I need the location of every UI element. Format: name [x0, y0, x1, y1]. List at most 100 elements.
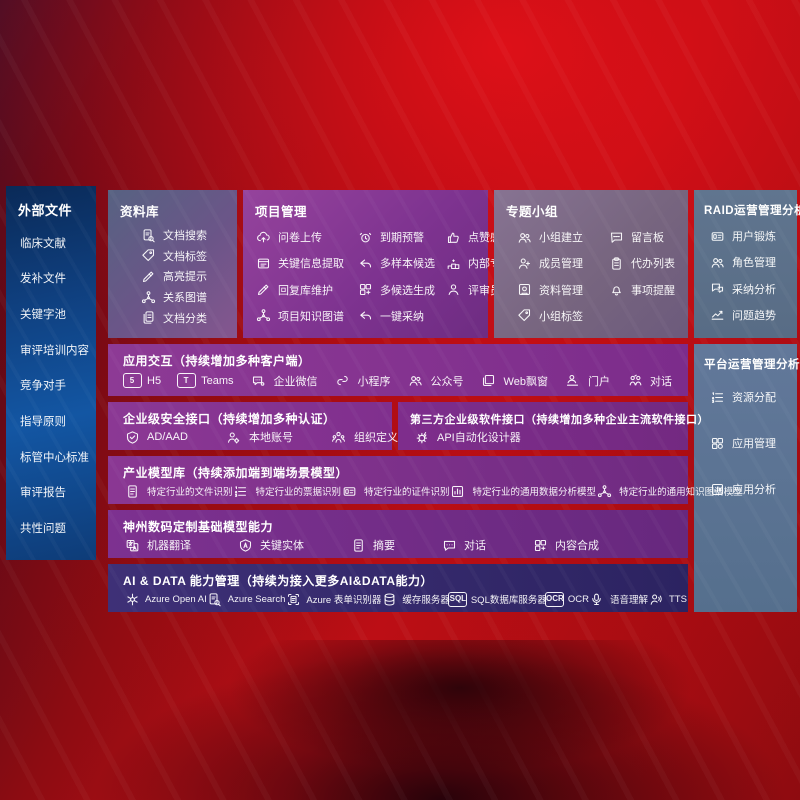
item-label: Azure Open AI	[145, 593, 207, 605]
item-label: 多样本候选	[380, 258, 435, 271]
scan-doc-icon	[285, 591, 301, 607]
client-item[interactable]: 门户	[565, 373, 610, 389]
model-item[interactable]: 特定行业的通用数据分析模型	[450, 483, 596, 499]
translate-icon	[124, 537, 140, 553]
tts-icon	[648, 591, 664, 607]
item-label: Web飘窗	[503, 375, 548, 388]
feature-item[interactable]: 成员管理	[516, 255, 608, 271]
sidebar-item[interactable]: 临床文献	[20, 235, 90, 251]
client-item[interactable]: T Teams	[176, 373, 233, 389]
service-item[interactable]: Azure Open AI	[124, 591, 207, 607]
panel-item-list: 小组建立 留言板 成员管理 代办列表 资料管理 事项提醒小组标签	[494, 223, 688, 338]
sidebar-item[interactable]: 审评报告	[20, 484, 90, 500]
sidebar-item[interactable]: 指导原则	[20, 413, 90, 429]
client-item[interactable]: 对话	[627, 373, 672, 389]
item-label: Azure 表单识别器	[306, 595, 382, 606]
teams-icon: T	[176, 373, 196, 389]
item-label: SQL数据库服务器	[470, 595, 547, 606]
feature-item[interactable]: 问题趋势	[709, 307, 793, 323]
feature-item[interactable]: 应用分析	[709, 481, 793, 497]
auth-item[interactable]: 本地账号	[226, 429, 293, 445]
service-item[interactable]: Azure Search	[207, 591, 285, 607]
sidebar-item[interactable]: 竞争对手	[20, 377, 90, 393]
feature-item[interactable]: 问卷上传	[255, 229, 353, 245]
row-title: 企业级安全接口（持续增加多种认证）	[123, 412, 336, 426]
doc-search-icon	[140, 227, 156, 243]
service-item[interactable]: TTS	[648, 591, 687, 607]
feature-item[interactable]: 应用管理	[709, 435, 793, 451]
feature-item[interactable]: 关键信息提取	[255, 255, 353, 271]
panel-title: 资料库	[120, 205, 160, 219]
webwin-icon	[481, 373, 497, 389]
clipboard-icon	[608, 255, 624, 271]
feature-item[interactable]: 项目知识图谱	[255, 308, 353, 324]
feature-item[interactable]: 小组建立	[516, 229, 608, 245]
client-item[interactable]: 小程序	[335, 373, 391, 389]
client-item[interactable]: 5 H5	[122, 373, 161, 389]
service-item[interactable]: 语音理解	[589, 591, 648, 607]
item-label: 事项提醒	[631, 284, 675, 297]
client-item[interactable]: 公众号	[408, 373, 464, 389]
shield-a-icon	[237, 537, 253, 553]
item-label: 小程序	[357, 375, 391, 388]
feature-item[interactable]: 文档分类	[140, 310, 231, 326]
feature-item[interactable]: 到期预警	[357, 229, 441, 245]
sidebar-item[interactable]: 标管中心标准	[20, 449, 90, 465]
item-label: 语音理解	[609, 595, 648, 606]
feature-item[interactable]: 角色管理	[709, 254, 793, 270]
feature-item[interactable]: 回复库维护	[255, 282, 353, 298]
auth-item[interactable]: 组织定义	[331, 429, 398, 445]
sidebar-item[interactable]: 审评培训内容	[20, 342, 90, 358]
feature-item[interactable]: 用户锻炼	[709, 228, 793, 244]
feature-item[interactable]: 多候选生成	[357, 282, 441, 298]
sidebar-item[interactable]: 发补文件	[20, 270, 90, 286]
feature-item[interactable]: 文档搜索	[140, 227, 231, 243]
model-item[interactable]: 特定行业的文件识别	[124, 483, 233, 499]
auth-item[interactable]: AD/AAD	[124, 429, 188, 445]
feature-item[interactable]: 一键采纳	[357, 308, 441, 324]
feature-item[interactable]: 小组标签	[516, 308, 608, 324]
h5-icon: 5	[122, 373, 142, 389]
feature-item[interactable]: 采纳分析	[709, 281, 793, 297]
trend-icon	[709, 307, 725, 323]
model-item[interactable]: 特定行业的证件识别	[341, 483, 450, 499]
sidebar-item[interactable]: 关键字池	[20, 306, 90, 322]
service-item[interactable]: SQL SQL数据库服务器	[448, 591, 547, 607]
feature-item[interactable]: 留言板	[608, 229, 682, 245]
mini-icon	[335, 373, 351, 389]
capability-item[interactable]: 机器翻译	[124, 537, 191, 553]
capability-item[interactable]: 摘要	[350, 537, 395, 553]
item-label: 内容合成	[555, 540, 599, 552]
ocr-icon: OCR	[545, 591, 565, 607]
service-item[interactable]: 缓存服务器	[381, 591, 450, 607]
api-item[interactable]: API自动化设计器	[414, 429, 521, 445]
client-item[interactable]: Web飘窗	[481, 373, 548, 389]
grid-plus-icon	[532, 537, 548, 553]
service-item[interactable]: Azure 表单识别器	[285, 591, 381, 607]
sidebar-item[interactable]: 共性问题	[20, 520, 90, 536]
feature-item[interactable]: 事项提醒	[608, 282, 682, 298]
feature-item[interactable]: 资源分配	[709, 389, 793, 405]
panel-item-list: 问卷上传到期预警点赞感谢关键信息提取多样本候选内部专家排名回复库维护多候选生成评…	[243, 223, 534, 338]
item-label: 组织定义	[353, 432, 398, 444]
item-label: 竞争对手	[20, 380, 66, 393]
feature-item[interactable]: 多样本候选	[357, 255, 441, 271]
feature-item[interactable]: 资料管理	[516, 282, 608, 298]
panel-title: 专题小组	[506, 205, 559, 219]
feature-item[interactable]: 高亮提示	[140, 268, 231, 284]
feature-item[interactable]: 关系图谱	[140, 289, 231, 305]
model-item[interactable]: 特定行业的通用知识图谱模型	[596, 483, 743, 499]
item-label: 文档搜索	[163, 230, 207, 243]
service-item[interactable]: OCR OCR	[545, 591, 589, 607]
dialog-icon	[627, 373, 643, 389]
capability-item[interactable]: 对话	[441, 537, 486, 553]
capability-item[interactable]: 内容合成	[532, 537, 599, 553]
client-item[interactable]: 企业微信	[251, 373, 318, 389]
model-item[interactable]: 特定行业的票据识别	[233, 483, 341, 499]
capability-item[interactable]: 关键实体	[237, 537, 304, 553]
feature-item[interactable]: 文档标签	[140, 248, 231, 264]
frame-icon	[255, 255, 271, 271]
item-label: 门户	[587, 375, 610, 388]
item-label: 问题趋势	[732, 309, 776, 322]
feature-item[interactable]: 代办列表	[608, 255, 682, 271]
